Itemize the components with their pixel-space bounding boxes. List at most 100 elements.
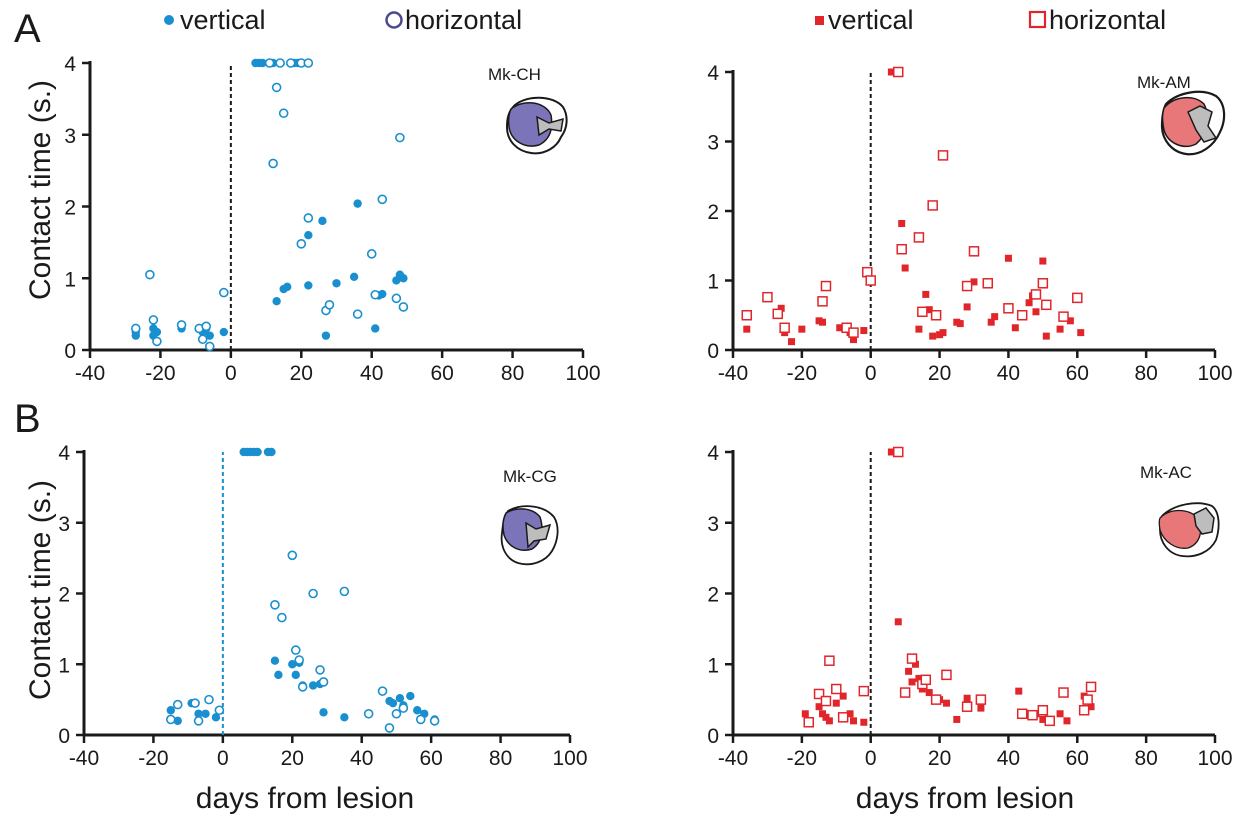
vertical-point [321, 331, 331, 340]
x-tick-label: 100 [1197, 747, 1232, 770]
vertical-point [839, 692, 847, 700]
y-tick-label: 3 [707, 513, 719, 536]
vertical-point [291, 670, 300, 680]
vertical-point [819, 318, 827, 326]
vertical-point [283, 282, 292, 292]
horizontal-point [1016, 310, 1028, 321]
vertical-point [929, 332, 937, 340]
horizontal-point [1044, 715, 1055, 727]
vertical-point [332, 279, 341, 288]
vertical-point [318, 216, 327, 226]
horizontal-point [1058, 311, 1069, 322]
legend-red: vertical horizontal [815, 5, 1166, 35]
horizontal-point [398, 302, 409, 312]
vertical-point [815, 703, 823, 711]
vertical-point [395, 694, 405, 703]
vertical-point [963, 694, 971, 702]
vertical-point [1004, 254, 1012, 262]
horizontal-point [303, 213, 314, 223]
horizontal-point [820, 280, 832, 292]
y-tick-label: 4 [64, 53, 76, 76]
horizontal-point [270, 600, 280, 610]
vertical-point [152, 327, 162, 337]
scatter-plot-mk-am: -40 -20 0 20 40 60 80 100 0 1 2 3 4 Mk-AM [707, 62, 1232, 385]
y-tick-label: 2 [707, 201, 719, 224]
horizontal-point [1027, 709, 1038, 721]
horizontal-point [176, 320, 187, 330]
vertical-point [319, 708, 328, 717]
horizontal-point [741, 310, 753, 321]
vertical-point [205, 331, 214, 340]
x-tick-label: 80 [489, 747, 512, 770]
legend-label-vertical-blue: vertical [180, 5, 266, 35]
legend-label-vertical-red: vertical [828, 5, 914, 35]
horizontal-point [975, 694, 987, 705]
horizontal-point [982, 278, 994, 289]
x-tick-label: 100 [552, 747, 587, 770]
vertical-point [308, 681, 318, 690]
horizontal-point [1041, 299, 1052, 311]
vertical-point [836, 324, 844, 332]
horizontal-point [1085, 681, 1097, 693]
vertical-point [258, 58, 267, 68]
horizontal-point [917, 306, 928, 318]
horizontal-point [214, 705, 225, 716]
legend-marker-horizontal-blue [385, 11, 403, 29]
x-axis-title-right: days from lesion [856, 782, 1074, 815]
vertical-point [1025, 299, 1033, 307]
vertical-point [1056, 710, 1064, 718]
horizontal-point [145, 269, 155, 280]
vertical-point [977, 704, 985, 712]
x-tick-label: -20 [145, 362, 175, 385]
vertical-point [304, 281, 313, 290]
scatter-plot-mk-cg: -40 -20 0 20 40 60 80 100 0 1 2 3 4 Mk-CG [58, 442, 587, 770]
vertical-point [822, 713, 830, 721]
horizontal-point [930, 310, 942, 321]
horizontal-point [398, 703, 409, 713]
vertical-point [304, 231, 313, 240]
subject-label: Mk-AC [1140, 463, 1192, 482]
x-tick-label: 20 [290, 362, 313, 385]
horizontal-point [190, 698, 200, 708]
vertical-point [1032, 308, 1040, 316]
horizontal-point [303, 58, 314, 68]
y-axis-title-top: Contact time (s.) [24, 80, 57, 300]
brain-lesion-icon-mk-am [1160, 90, 1226, 156]
y-tick-label: 0 [707, 725, 719, 748]
x-tick-label: -40 [718, 362, 748, 385]
horizontal-point [899, 687, 911, 698]
horizontal-point [896, 243, 907, 255]
horizontal-point [1016, 708, 1028, 720]
horizontal-point [893, 446, 904, 458]
x-tick-label: 0 [217, 747, 229, 770]
x-tick-label: 60 [430, 362, 453, 385]
horizontal-point [961, 280, 973, 292]
horizontal-point [165, 714, 176, 725]
horizontal-point [391, 708, 402, 719]
vertical-point [1056, 325, 1064, 333]
panel-letter-b: B [14, 397, 41, 441]
y-tick-label: 0 [64, 340, 76, 363]
vertical-point [1039, 715, 1047, 723]
horizontal-point [820, 695, 832, 707]
y-tick-label: 1 [58, 654, 70, 677]
legend-label-horizontal-blue: horizontal [405, 5, 522, 35]
vertical-point [925, 306, 933, 314]
horizontal-point [197, 334, 208, 345]
x-tick-label: 40 [997, 362, 1020, 385]
y-tick-label: 4 [58, 442, 70, 465]
vertical-point [413, 706, 422, 715]
x-tick-label: 0 [225, 362, 237, 385]
vertical-point [270, 656, 280, 665]
horizontal-point [290, 645, 301, 655]
horizontal-point [803, 717, 814, 728]
x-tick-label: -40 [718, 747, 748, 770]
vertical-point [970, 278, 978, 286]
vertical-point [1011, 324, 1019, 332]
vertical-point [1015, 687, 1023, 695]
vertical-point [406, 691, 415, 701]
vertical-point [991, 313, 999, 321]
y-tick-label: 3 [707, 132, 719, 155]
horizontal-point [941, 669, 952, 681]
vertical-point [925, 689, 933, 697]
